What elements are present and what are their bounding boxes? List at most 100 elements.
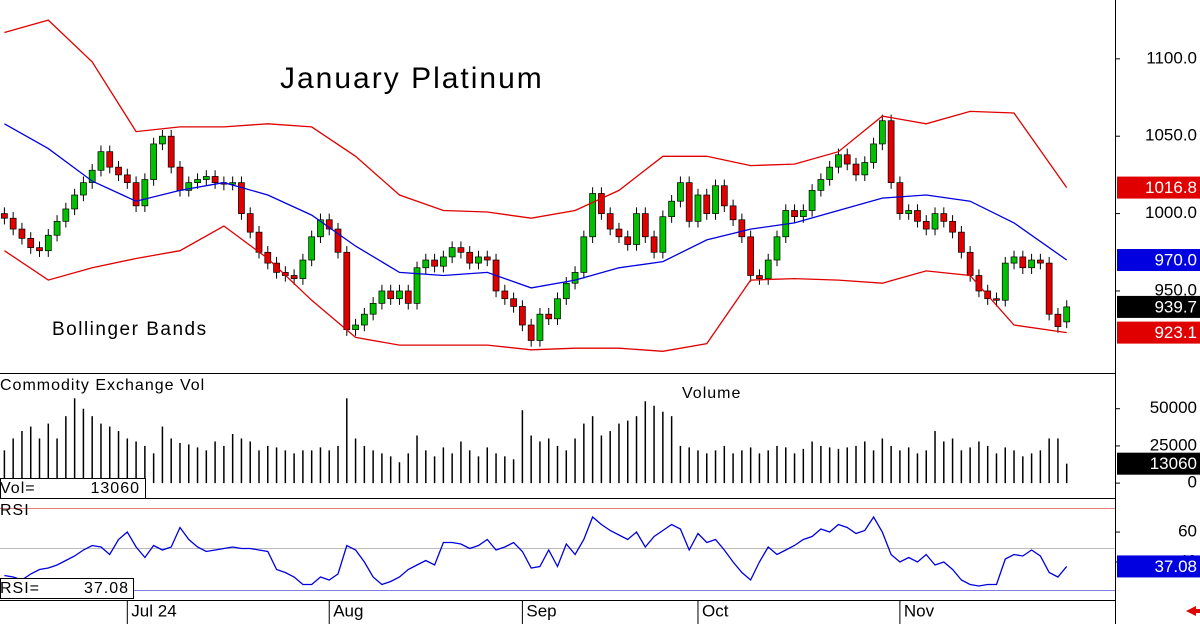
candle-body [106, 151, 114, 168]
candle-body [677, 182, 684, 202]
candle-body [457, 247, 465, 253]
candle-body [97, 151, 105, 171]
x-tick-label: Jul 24 [131, 601, 176, 620]
candle-body [659, 216, 667, 253]
candle-body [150, 143, 157, 180]
readout-value: 13060 [91, 480, 141, 497]
candle-body [633, 213, 640, 245]
candle-body [826, 166, 834, 180]
candle-body [536, 313, 544, 341]
y-tick-label: 25000 [1150, 435, 1197, 454]
candle-body [799, 210, 807, 218]
candle-body [413, 267, 421, 304]
candle-body [598, 193, 605, 214]
candle-body [440, 256, 447, 267]
candle-body [422, 259, 430, 269]
candle-body [62, 208, 70, 222]
y-tick-label: 1000.0 [1145, 203, 1197, 222]
candle-body [343, 251, 351, 331]
candle-body [808, 190, 816, 211]
candle-body [615, 228, 623, 238]
candle-body [167, 135, 175, 168]
candle-body [159, 135, 166, 145]
last-rsi-label: 37.08 [1154, 557, 1197, 576]
candle-body [211, 176, 219, 183]
candle-body [1019, 256, 1027, 269]
candle-body [194, 179, 201, 183]
candle-body [571, 272, 579, 284]
panel-title: RSI [0, 502, 30, 519]
readout-label: Vol= [0, 480, 36, 497]
candle-body [949, 220, 956, 233]
candle-body [141, 179, 149, 207]
candle-body [9, 217, 17, 230]
candle-body [483, 256, 491, 261]
candle-body [905, 210, 913, 214]
candle-body [940, 213, 948, 222]
candle-body [817, 179, 825, 191]
last-close-label-box [1117, 295, 1200, 318]
candle-body [88, 169, 96, 183]
candle-body [501, 290, 509, 300]
candle-body [870, 143, 877, 163]
y-tick-label: 0 [1188, 473, 1197, 492]
candle-body [1045, 262, 1053, 315]
candle-body [475, 256, 482, 264]
candle-body [1010, 256, 1018, 264]
candle-body [975, 275, 983, 292]
candle-body [922, 220, 930, 230]
candle-body [27, 237, 35, 248]
candle-body [176, 166, 184, 191]
candle-body [641, 213, 649, 238]
candle-body [914, 210, 921, 222]
candle-body [624, 236, 632, 245]
candle-body [791, 210, 798, 218]
candle-body [1054, 313, 1062, 327]
rsi-line [4, 515, 1068, 587]
candle-body [747, 236, 754, 276]
y-tick-label: 950.0 [1154, 280, 1197, 299]
candle-body [396, 290, 403, 300]
candle-body [53, 220, 61, 236]
candle-body [712, 185, 719, 214]
candle-body [685, 182, 693, 222]
candle-body [589, 193, 596, 238]
candle-body [71, 194, 78, 210]
candle-body [299, 259, 307, 279]
candle-body [694, 194, 702, 222]
y-tick-label: 1050.0 [1145, 126, 1197, 145]
x-tick-label: Nov [904, 601, 935, 620]
candle-body [466, 251, 474, 264]
y-tick-label: 60 [1178, 522, 1197, 541]
candle-body [1037, 259, 1044, 264]
band-end-label-box [1117, 321, 1200, 344]
bollinger-band [4, 19, 1068, 219]
candle-body [966, 251, 974, 276]
candle-body [896, 182, 904, 214]
candle-body [273, 262, 280, 273]
scroll-arrow[interactable] [1186, 606, 1200, 616]
last-rsi-label-box [1117, 555, 1200, 578]
candle-body [238, 182, 245, 214]
candle-body [606, 213, 614, 230]
candle-body [580, 236, 588, 273]
x-tick-label: Aug [333, 601, 363, 620]
y-tick-label: 1100.0 [1146, 48, 1197, 67]
candle-body [448, 247, 456, 258]
panel-title: Commodity Exchange Vol [0, 377, 205, 394]
bollinger-band [4, 123, 1068, 289]
candle-body [80, 182, 87, 196]
readout-value: 37.08 [84, 580, 129, 597]
candle-body [703, 194, 711, 214]
candle-body [835, 154, 842, 168]
band-end-label: 923.1 [1154, 323, 1197, 342]
annotation: Bollinger Bands [52, 319, 208, 340]
candle-body [720, 185, 728, 207]
readout-box [0, 478, 146, 499]
band-end-label: 970.0 [1154, 251, 1197, 270]
candle-body [852, 163, 860, 176]
candle-body [562, 282, 570, 300]
candle-body [1063, 306, 1071, 323]
